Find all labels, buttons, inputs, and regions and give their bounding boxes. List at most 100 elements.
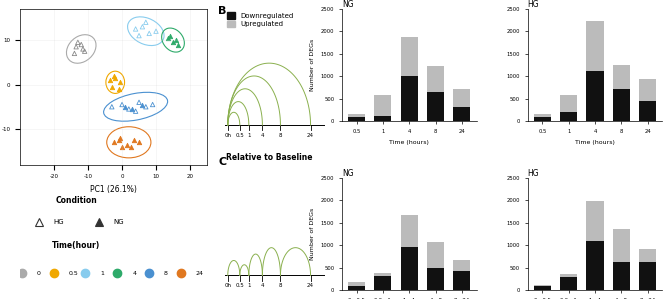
Point	[124, 106, 134, 111]
Point	[106, 104, 117, 109]
Bar	[401, 77, 417, 121]
Point	[106, 84, 117, 89]
Bar	[427, 92, 444, 121]
Point	[134, 100, 145, 105]
Point	[116, 102, 127, 107]
Bar	[427, 242, 444, 268]
Bar	[613, 89, 630, 121]
Point	[105, 78, 116, 83]
Point	[71, 44, 82, 49]
Bar	[454, 107, 470, 121]
X-axis label: PC1 (26.1%): PC1 (26.1%)	[90, 185, 137, 194]
Bar	[639, 262, 656, 290]
Text: C: C	[218, 157, 226, 167]
Bar	[375, 273, 391, 276]
Bar	[375, 276, 391, 290]
Bar	[613, 229, 630, 262]
Point	[122, 142, 132, 147]
Text: 24: 24	[196, 271, 204, 276]
Text: 1: 1	[100, 271, 104, 276]
X-axis label: Time (hours): Time (hours)	[575, 140, 615, 145]
Text: 8: 8	[164, 271, 168, 276]
Bar	[560, 274, 577, 277]
Text: HG: HG	[54, 219, 64, 225]
Point	[134, 140, 145, 145]
Point	[110, 75, 120, 80]
Point	[108, 140, 119, 145]
Bar	[534, 117, 551, 121]
Text: 4: 4	[132, 271, 136, 276]
Text: HG: HG	[528, 0, 539, 9]
Point	[72, 40, 83, 45]
Text: NG: NG	[114, 219, 124, 225]
Point	[113, 87, 124, 91]
Text: NG: NG	[342, 169, 353, 178]
Bar	[613, 65, 630, 89]
Bar	[587, 21, 603, 71]
Bar	[587, 71, 603, 121]
Bar	[454, 271, 470, 290]
Point	[147, 102, 158, 107]
Point	[134, 33, 145, 38]
Legend: Downregulated, Upregulated: Downregulated, Upregulated	[227, 13, 294, 28]
Bar	[560, 95, 577, 112]
Bar	[639, 249, 656, 262]
Bar	[534, 285, 551, 286]
Text: NG: NG	[342, 0, 353, 9]
Bar	[534, 114, 551, 117]
Bar	[639, 79, 656, 101]
Point	[140, 104, 151, 109]
Point	[151, 29, 161, 33]
Bar	[348, 286, 365, 290]
Point	[137, 24, 148, 29]
Point	[168, 40, 179, 45]
X-axis label: Time (hours): Time (hours)	[389, 140, 429, 145]
Text: 0: 0	[37, 271, 41, 276]
Bar	[534, 286, 551, 290]
Bar	[560, 112, 577, 121]
Point	[128, 138, 139, 142]
Y-axis label: Number of DEGs: Number of DEGs	[310, 39, 315, 91]
Text: 0.5: 0.5	[69, 271, 78, 276]
Point	[78, 47, 88, 51]
Point	[125, 144, 136, 149]
Y-axis label: Number of DEGs: Number of DEGs	[310, 208, 315, 260]
Point	[115, 135, 126, 140]
Point	[140, 20, 151, 25]
Bar	[639, 101, 656, 121]
Bar	[427, 268, 444, 290]
Point	[127, 106, 138, 111]
Bar	[454, 260, 470, 271]
Bar	[560, 277, 577, 290]
Text: Condition: Condition	[56, 196, 97, 205]
Text: B: B	[218, 6, 227, 16]
Bar	[401, 37, 417, 77]
Bar	[454, 89, 470, 107]
Point	[108, 73, 119, 78]
Point	[130, 27, 141, 31]
Point	[80, 49, 90, 54]
Bar	[401, 247, 417, 290]
Bar	[613, 262, 630, 290]
Bar	[348, 282, 365, 286]
Bar	[348, 117, 365, 121]
Point	[163, 36, 173, 40]
Point	[116, 144, 127, 149]
Point	[171, 38, 182, 42]
Point	[76, 42, 86, 47]
Point	[165, 33, 175, 38]
Point	[173, 42, 183, 47]
Bar	[348, 114, 365, 117]
Text: HG: HG	[528, 169, 539, 178]
Bar	[587, 241, 603, 290]
Bar	[587, 202, 603, 241]
Bar	[375, 95, 391, 115]
Point	[113, 138, 124, 142]
Point	[120, 104, 130, 109]
Bar	[401, 215, 417, 247]
Bar	[427, 66, 444, 92]
Bar	[375, 115, 391, 121]
Text: Time(hour): Time(hour)	[52, 241, 100, 250]
Point	[144, 31, 155, 36]
Point	[130, 109, 141, 114]
